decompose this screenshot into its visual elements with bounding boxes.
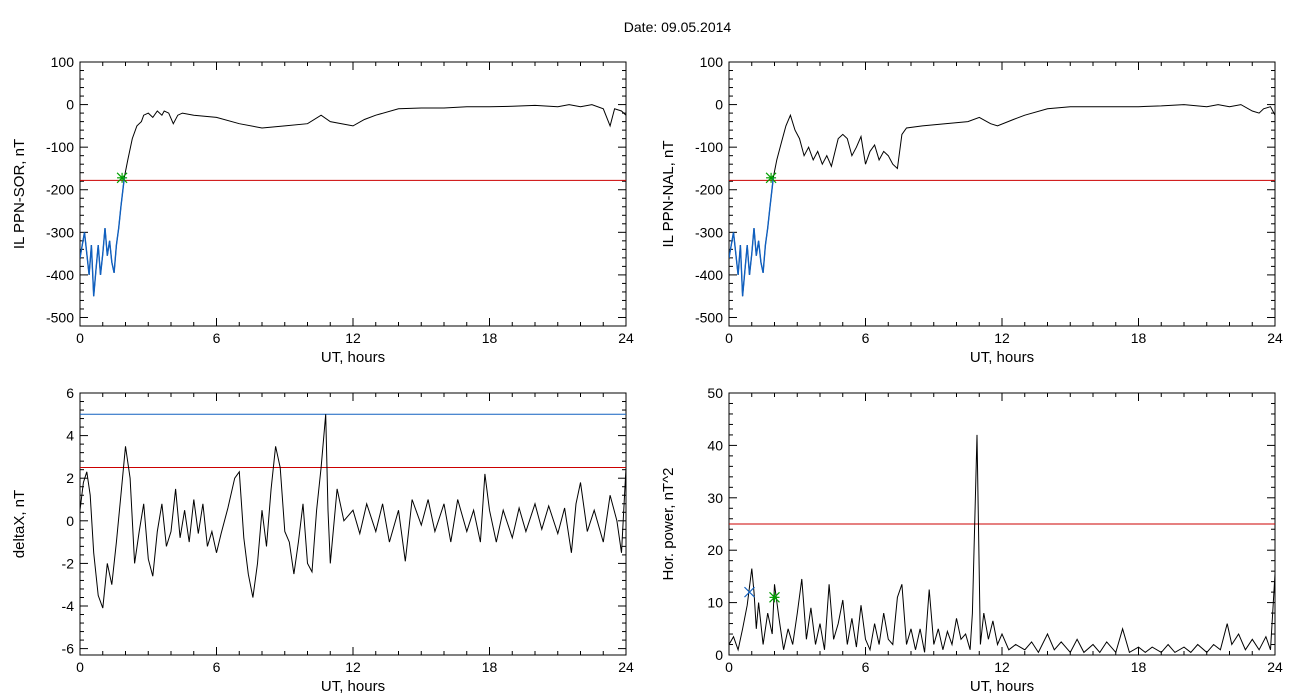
- plot-panel-1: 0 6 12 18 24 100 0 -100 -200 -300 -400 -500 UT, hour…: [11, 54, 634, 366]
- plot-frame: [728, 61, 1276, 327]
- highlighted-series-line: [80, 176, 126, 297]
- y-tick-label: 100: [51, 54, 75, 70]
- page-title: Date: 09.05.2014: [623, 19, 732, 35]
- x-tick-label: 0: [725, 330, 733, 346]
- x-tick-label: 6: [213, 330, 221, 346]
- y-tick-label: -2: [62, 555, 75, 571]
- y-axis-title: IL PPN-NAL, nT: [660, 141, 677, 248]
- y-tick-label: 10: [707, 595, 723, 611]
- y-tick-label: 30: [707, 490, 723, 506]
- x-tick-label: 24: [618, 659, 634, 675]
- plot-frame: [79, 392, 627, 656]
- y-tick-label: -400: [46, 267, 74, 283]
- y-tick-label: -4: [62, 598, 75, 614]
- marker-asterisk: [765, 172, 777, 184]
- y-tick-label: -200: [695, 182, 723, 198]
- x-axis-title: UT, hours: [321, 678, 385, 695]
- x-tick-label: 12: [994, 659, 1010, 675]
- x-tick-label: 24: [1267, 659, 1283, 675]
- y-tick-label: -500: [46, 309, 74, 325]
- plot-panel-3: 0 6 12 18 24 6 4 2 0 -2 -4 -6 UT, hours deltaX, nT: [11, 385, 634, 695]
- y-tick-label: -200: [46, 182, 74, 198]
- y-tick-label: -100: [695, 139, 723, 155]
- y-axis-title: Hor. power, nT^2: [660, 468, 677, 581]
- y-tick-label: 2: [66, 470, 74, 486]
- y-tick-label: 4: [66, 428, 74, 444]
- data-series-line: [80, 414, 626, 609]
- plot-panel-4: 0 6 12 18 24 50 40 30 20 10 0 UT, hours Hor. power, …: [660, 385, 1283, 695]
- x-tick-label: 18: [482, 330, 498, 346]
- y-tick-label: -300: [695, 224, 723, 240]
- y-tick-label: -500: [695, 309, 723, 325]
- data-series-line: [729, 104, 1275, 297]
- y-tick-label: 20: [707, 542, 723, 558]
- highlighted-series-line: [729, 176, 775, 297]
- x-tick-label: 6: [862, 659, 870, 675]
- x-tick-label: 0: [725, 659, 733, 675]
- x-tick-label: 6: [213, 659, 221, 675]
- y-axis-title: IL PPN-SOR, nT: [11, 139, 28, 249]
- x-axis-title: UT, hours: [321, 349, 385, 366]
- y-tick-label: 0: [715, 647, 723, 663]
- y-tick-label: 100: [700, 54, 724, 70]
- y-tick-label: 40: [707, 437, 723, 453]
- y-axis-title: deltaX, nT: [11, 490, 28, 558]
- x-tick-label: 18: [1131, 659, 1147, 675]
- x-tick-label: 12: [994, 330, 1010, 346]
- data-series-line: [729, 434, 1275, 654]
- x-axis-title: UT, hours: [970, 678, 1034, 695]
- marker-asterisk: [116, 172, 128, 184]
- y-tick-label: 0: [66, 513, 74, 529]
- y-tick-label: -300: [46, 224, 74, 240]
- y-tick-label: -400: [695, 267, 723, 283]
- marker-cross: [744, 586, 755, 598]
- y-tick-label: 6: [66, 385, 74, 401]
- plot-frame: [79, 61, 627, 327]
- y-tick-label: 50: [707, 385, 723, 401]
- y-tick-label: -100: [46, 139, 74, 155]
- x-tick-label: 24: [1267, 330, 1283, 346]
- x-tick-label: 0: [76, 330, 84, 346]
- x-tick-label: 18: [1131, 330, 1147, 346]
- y-tick-label: 0: [66, 97, 74, 113]
- x-axis-title: UT, hours: [970, 349, 1034, 366]
- data-series-line: [80, 104, 626, 297]
- marker-asterisk: [769, 591, 780, 603]
- x-tick-label: 12: [345, 659, 361, 675]
- y-tick-label: 0: [715, 97, 723, 113]
- y-tick-label: -6: [62, 641, 75, 657]
- x-tick-label: 18: [482, 659, 498, 675]
- plot-panel-2: 0 6 12 18 24 100 0 -100 -200 -300 -400 -500 UT, hour…: [660, 54, 1283, 366]
- x-tick-label: 24: [618, 330, 634, 346]
- x-tick-label: 12: [345, 330, 361, 346]
- x-tick-label: 0: [76, 659, 84, 675]
- x-tick-label: 6: [862, 330, 870, 346]
